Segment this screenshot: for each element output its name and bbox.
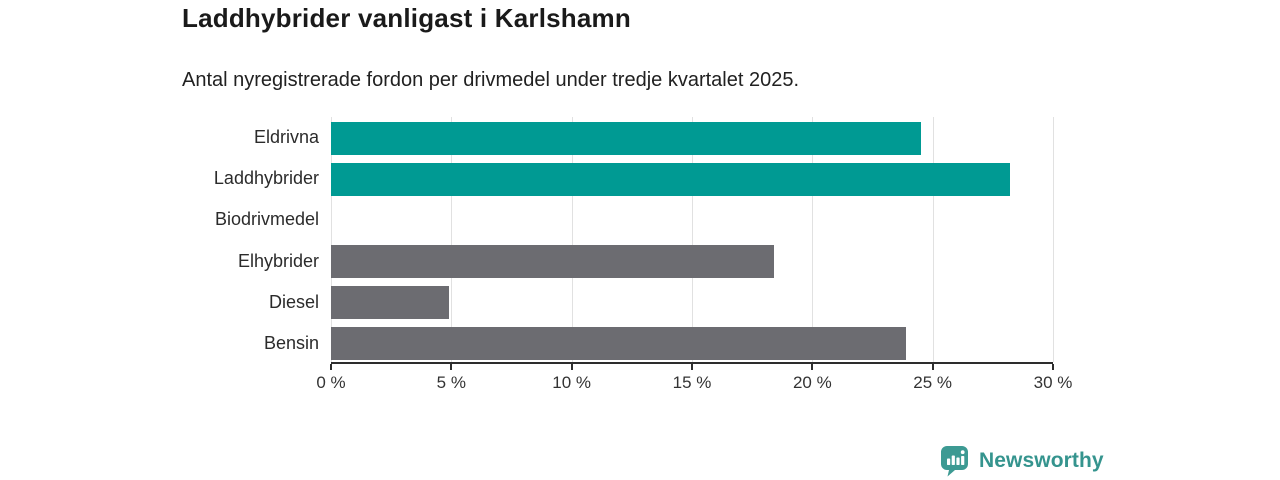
bar-diesel — [331, 286, 449, 320]
y-category-label-biodrivmedel: Biodrivmedel — [214, 209, 319, 230]
x-tick-label-0: 0 % — [316, 373, 346, 392]
x-tick-label-25: 25 % — [913, 373, 953, 392]
gridline-30 — [1053, 117, 1054, 362]
x-tick-label-10: 10 % — [552, 373, 592, 392]
x-tick-label-30: 30 % — [1033, 373, 1073, 392]
bar-bensin — [331, 327, 907, 361]
x-axis-tick-0 — [330, 364, 332, 370]
bar-eldrivna — [331, 121, 921, 155]
chart-title: Laddhybrider vanligast i Karlshamn — [182, 3, 631, 33]
bar-elhybrider — [331, 245, 774, 278]
newsworthy-logo-text: Newsworthy — [979, 449, 1104, 472]
x-tick-label-5: 5 % — [436, 373, 466, 392]
x-axis-tick-20 — [811, 364, 814, 370]
gridline-20 — [812, 117, 814, 362]
x-axis-tick-15 — [691, 364, 693, 370]
bar-chart-speech-bubble-icon — [941, 446, 968, 477]
x-axis-tick-25 — [931, 364, 934, 370]
x-tick-label-15: 15 % — [672, 373, 712, 392]
chart-subtitle: Antal nyregistrerade fordon per drivmede… — [182, 69, 800, 91]
y-axis-labels: Eldrivna Laddhybrider Biodrivmedel Elhybrid… — [0, 117, 319, 364]
x-axis-tick-5 — [450, 364, 453, 370]
y-category-label-diesel: Diesel — [268, 291, 319, 312]
gridline-25 — [932, 117, 934, 362]
x-axis-tick-30 — [1052, 364, 1054, 370]
plot-area: 0 % 5 % 10 % 15 % 20 % 25 % 30 % — [316, 117, 1072, 392]
x-axis-tick-10 — [570, 364, 573, 370]
x-tick-label-20: 20 % — [792, 373, 832, 392]
y-category-label-elhybrider: Elhybrider — [237, 250, 319, 271]
bar-laddhybrider — [331, 162, 1010, 196]
y-category-label-laddhybrider: Laddhybrider — [213, 168, 319, 189]
gridline-0 — [331, 117, 332, 362]
gridline-5 — [451, 117, 453, 362]
gridline-15 — [692, 117, 693, 362]
newsworthy-logo: Newsworthy — [940, 445, 1104, 477]
y-category-label-eldrivna: Eldrivna — [253, 127, 319, 148]
gridline-10 — [571, 117, 573, 362]
y-category-label-bensin: Bensin — [263, 332, 319, 353]
